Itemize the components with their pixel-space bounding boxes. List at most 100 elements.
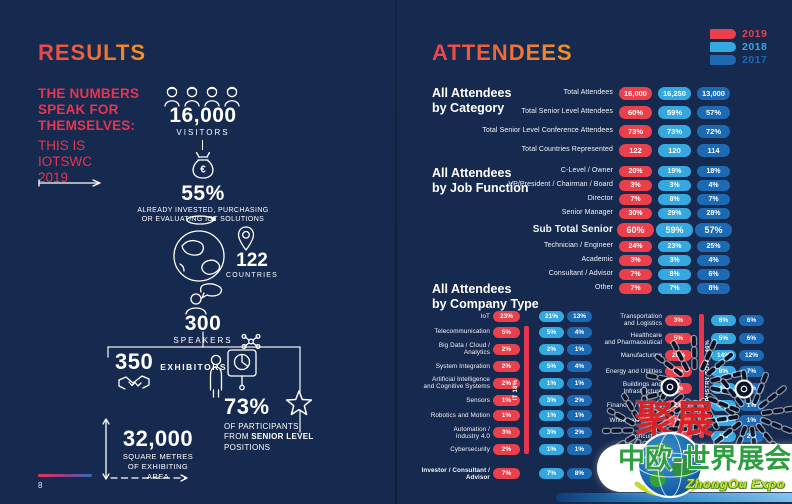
value-pill-2019: 1% [493,394,520,406]
value-pill-2017: 1% [567,377,592,389]
table-row: Total Attendees 16,000 16,250 13,000 [427,84,730,103]
row-label: Total Senior Level Conference Attendees [482,127,613,135]
value-pill-2017: 4% [697,179,730,191]
value-pill-2017: 57% [697,106,730,119]
table-row: Sub Total Senior 60% 59% 57% [427,220,732,239]
table-row: Investor / Consultant / Advisor 7% 7% 8% [412,467,592,481]
globe-logo-icon [634,431,704,499]
value-pill-2019: 60% [619,106,652,119]
value-pill-2018: 3% [658,179,691,191]
value-pill-2018: 3% [658,254,691,266]
watermark-stamp-text: 聚展 [635,397,718,441]
value-pill-2018: 73% [658,125,691,138]
value-pill-2017: 6% [697,268,730,280]
countries-value: 122 [236,250,268,271]
value-pill-2017: 18% [697,165,730,177]
value-pill-2018: 6% [711,314,736,326]
star-icon [283,388,315,420]
senior-label: OF PARTICIPANTS FROM SENIOR LEVEL POSITI… [224,422,320,453]
area-label: SQUARE METRES OF EXHIBITING AREA [122,452,194,482]
value-pill-2019: 30% [619,207,652,219]
value-pill-2019: 73% [619,125,652,138]
value-pill-2018: 2% [539,343,564,355]
legend-item: 2018 [710,41,767,53]
table-row: Robotics and Motion 1% 1% 1% [412,410,592,422]
table-row: Director 7% 8% 7% [427,192,730,206]
presenter-board-icon [208,348,272,400]
results-tagline: THE NUMBERS SPEAK FOR THEMSELVES: [38,86,140,133]
value-pill-2018: 1% [539,444,564,456]
area-axes-icon [100,414,192,486]
results-subline: THIS IS IOTSWC 2019 [38,138,92,185]
area-value: 32,000 [122,426,194,451]
it-group-label: IT 18% [513,379,519,401]
table-row: Technician / Engineer 24% 23% 25% [427,239,730,253]
row-label: Big Data / Cloud / Analytics [438,342,490,357]
value-pill-2019: 3% [619,179,652,191]
countries-label: COUNTRIES [225,272,279,279]
value-pill-2019: 60% [617,222,654,237]
watermark-banner-subtitle: ZhongOu Expo [686,476,786,491]
company-type-heading: All Attendees by Company Type [432,282,539,311]
value-pill-2019: 7% [619,268,652,280]
legend-item: 2017 [710,54,768,66]
senior-label-bold: SENIOR LEVEL [251,432,314,442]
table-row: IoT 23% 21% 13% [412,311,592,322]
table-row: System Integration 2% 5% 4% [412,360,592,372]
globe-icon [168,214,232,282]
value-pill-2019: 7% [493,468,520,480]
year-legend: 2019 2018 2017 [710,28,768,66]
value-pill-2018: 16,250 [658,87,691,100]
speakers-label: SPEAKERS [173,336,233,345]
value-pill-2018: 29% [658,207,691,219]
exhibitors-block: 350 EXHIBITORS [115,349,227,375]
row-label: Sub Total Senior [532,223,613,235]
senior-label-post: POSITIONS [224,442,271,452]
row-label: System Integration [435,362,490,370]
visitors-value: 16,000 [169,104,237,127]
value-pill-2017: 25% [697,240,730,252]
value-pill-2017: 13% [567,311,592,322]
row-label: C-Level / Owner [560,166,613,174]
value-pill-2019: 2% [493,377,520,389]
value-pill-2019: 20% [619,165,652,177]
table-row: Cybersecurity 2% 1% 1% [412,444,592,456]
table-row: Big Data / Cloud / Analytics 2% 2% 1% [412,342,592,356]
value-pill-2018: 5% [711,333,736,345]
table-row: Other 7% 7% 8% [427,281,730,295]
table-row: Telecommunication 5% 5% 4% [412,326,592,338]
value-pill-2018: 5% [539,326,564,338]
row-label: Financial / Banking [606,401,662,409]
results-title: RESULTS [38,40,147,65]
svg-text:€: € [200,165,206,176]
value-pill-2019: 122 [619,144,652,157]
value-pill-2018: 8% [658,193,691,205]
legend-swatch [710,55,736,65]
value-pill-2019: 5% [493,326,520,338]
value-pill-2017: 2% [567,394,592,406]
value-pill-2018: 59% [656,222,693,237]
speakers-value: 300 [184,312,222,335]
value-pill-2019: 3% [619,254,652,266]
value-pill-2017: 4% [567,326,592,338]
table-row: Academic 3% 3% 4% [427,253,730,267]
value-pill-2019: 5% [665,333,692,345]
row-label: Sensors [466,396,490,404]
value-pill-2018: 7% [658,282,691,294]
table-row: Total Senior Level Attendees 60% 59% 57% [427,103,730,122]
value-pill-2017: 1% [739,399,764,411]
value-pill-2018: 3% [539,427,564,439]
value-pill-2018: 1% [539,410,564,422]
value-pill-2017: 1% [567,343,592,355]
location-pin-icon [237,226,255,252]
legend-year: 2017 [742,54,768,66]
value-pill-2017: 6% [739,333,764,345]
table-row: Sensors 1% 3% 2% [412,394,592,406]
table-row: Automation / Industry 4.0 3% 3% 2% [412,426,592,440]
table-row: C-Level / Owner 20% 19% 18% [427,164,730,178]
table-row: Healthcare and Pharmaceutical 5% 5% 6% [598,332,764,346]
value-pill-2017: 1% [567,444,592,456]
value-pill-2019: 2% [493,343,520,355]
table-row: Total Senior Level Conference Attendees 7… [427,122,730,141]
